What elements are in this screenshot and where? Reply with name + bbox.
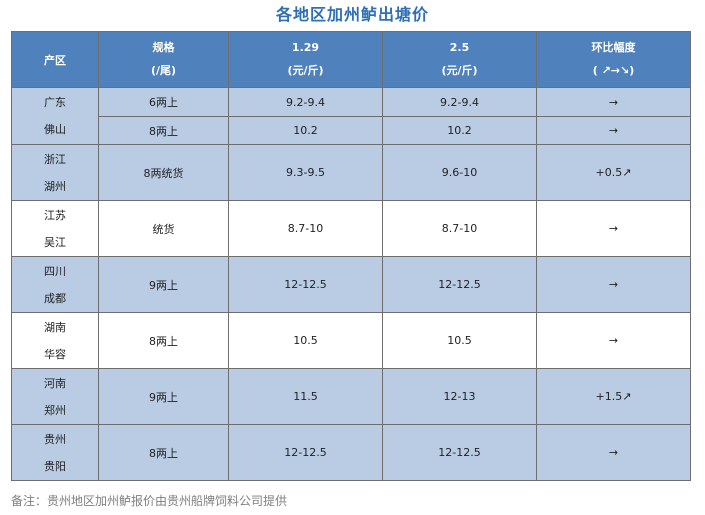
price-cell: 12-12.5 [228, 424, 383, 481]
table-row: 湖南 华容 8两上 10.5 10.5 → [11, 312, 691, 369]
spec-cell: 8两统货 [98, 144, 229, 201]
footnote: 备注：贵州地区加州鲈报价由贵州船牌饲料公司提供 [11, 494, 288, 508]
price-cell: 12-12.5 [382, 424, 537, 481]
table-row: 广东 佛山 6两上 9.2-9.4 9.2-9.4 → [11, 87, 691, 145]
price-cell: 12-12.5 [228, 256, 383, 313]
spec-cell: 8两上 [98, 424, 229, 481]
change-cell: → [536, 116, 691, 145]
price-cell: 10.5 [228, 312, 383, 369]
price-cell: 8.7-10 [382, 200, 537, 257]
price-cell: 12-13 [382, 368, 537, 425]
price-cell: 9.2-9.4 [382, 87, 537, 117]
price-cell: 12-12.5 [382, 256, 537, 313]
change-cell: → [536, 200, 691, 257]
spec-cell: 统货 [98, 200, 229, 257]
spec-cell: 9两上 [98, 368, 229, 425]
price-cell: 8.7-10 [228, 200, 383, 257]
region-cell: 广东 佛山 [11, 87, 99, 145]
spec-cell: 6两上 [98, 87, 229, 117]
change-cell: → [536, 256, 691, 313]
price-cell: 10.5 [382, 312, 537, 369]
change-cell: → [536, 424, 691, 481]
change-cell: → [536, 87, 691, 117]
page-title: 各地区加州鲈出塘价 [275, 5, 429, 24]
price-cell: 11.5 [228, 368, 383, 425]
price-cell: 9.6-10 [382, 144, 537, 201]
change-cell: +0.5↗ [536, 144, 691, 201]
price-cell: 10.2 [228, 116, 383, 145]
spec-cell: 8两上 [98, 116, 229, 145]
header-spec: 规格 (/尾) [98, 31, 229, 88]
table-header-row: 产区 规格 (/尾) 1.29 (元/斤) 2.5 (元/斤) 环比幅度 ( ↗… [11, 31, 691, 88]
change-cell: → [536, 312, 691, 369]
table-row: 贵州 贵阳 8两上 12-12.5 12-12.5 → [11, 424, 691, 481]
region-cell: 江苏 吴江 [11, 200, 99, 257]
region-cell: 贵州 贵阳 [11, 424, 99, 481]
table-row: 河南 郑州 9两上 11.5 12-13 +1.5↗ [11, 368, 691, 425]
price-cell: 9.2-9.4 [228, 87, 383, 117]
price-cell: 10.2 [382, 116, 537, 145]
table-row: 四川 成都 9两上 12-12.5 12-12.5 → [11, 256, 691, 313]
price-table: 产区 规格 (/尾) 1.29 (元/斤) 2.5 (元/斤) 环比幅度 ( ↗… [11, 31, 691, 481]
region-cell: 浙江 湖州 [11, 144, 99, 201]
table-row: 浙江 湖州 8两统货 9.3-9.5 9.6-10 +0.5↗ [11, 144, 691, 201]
region-cell: 四川 成都 [11, 256, 99, 313]
spec-cell: 8两上 [98, 312, 229, 369]
header-change: 环比幅度 ( ↗→↘) [536, 31, 691, 88]
header-date1: 1.29 (元/斤) [228, 31, 383, 88]
header-date2: 2.5 (元/斤) [382, 31, 537, 88]
table-row: 8两上 10.2 10.2 → [12, 116, 691, 145]
region-cell: 湖南 华容 [11, 312, 99, 369]
price-cell: 9.3-9.5 [228, 144, 383, 201]
region-cell: 河南 郑州 [11, 368, 99, 425]
spec-cell: 9两上 [98, 256, 229, 313]
change-cell: +1.5↗ [536, 368, 691, 425]
header-region: 产区 [11, 31, 99, 88]
table-row: 江苏 吴江 统货 8.7-10 8.7-10 → [11, 200, 691, 257]
